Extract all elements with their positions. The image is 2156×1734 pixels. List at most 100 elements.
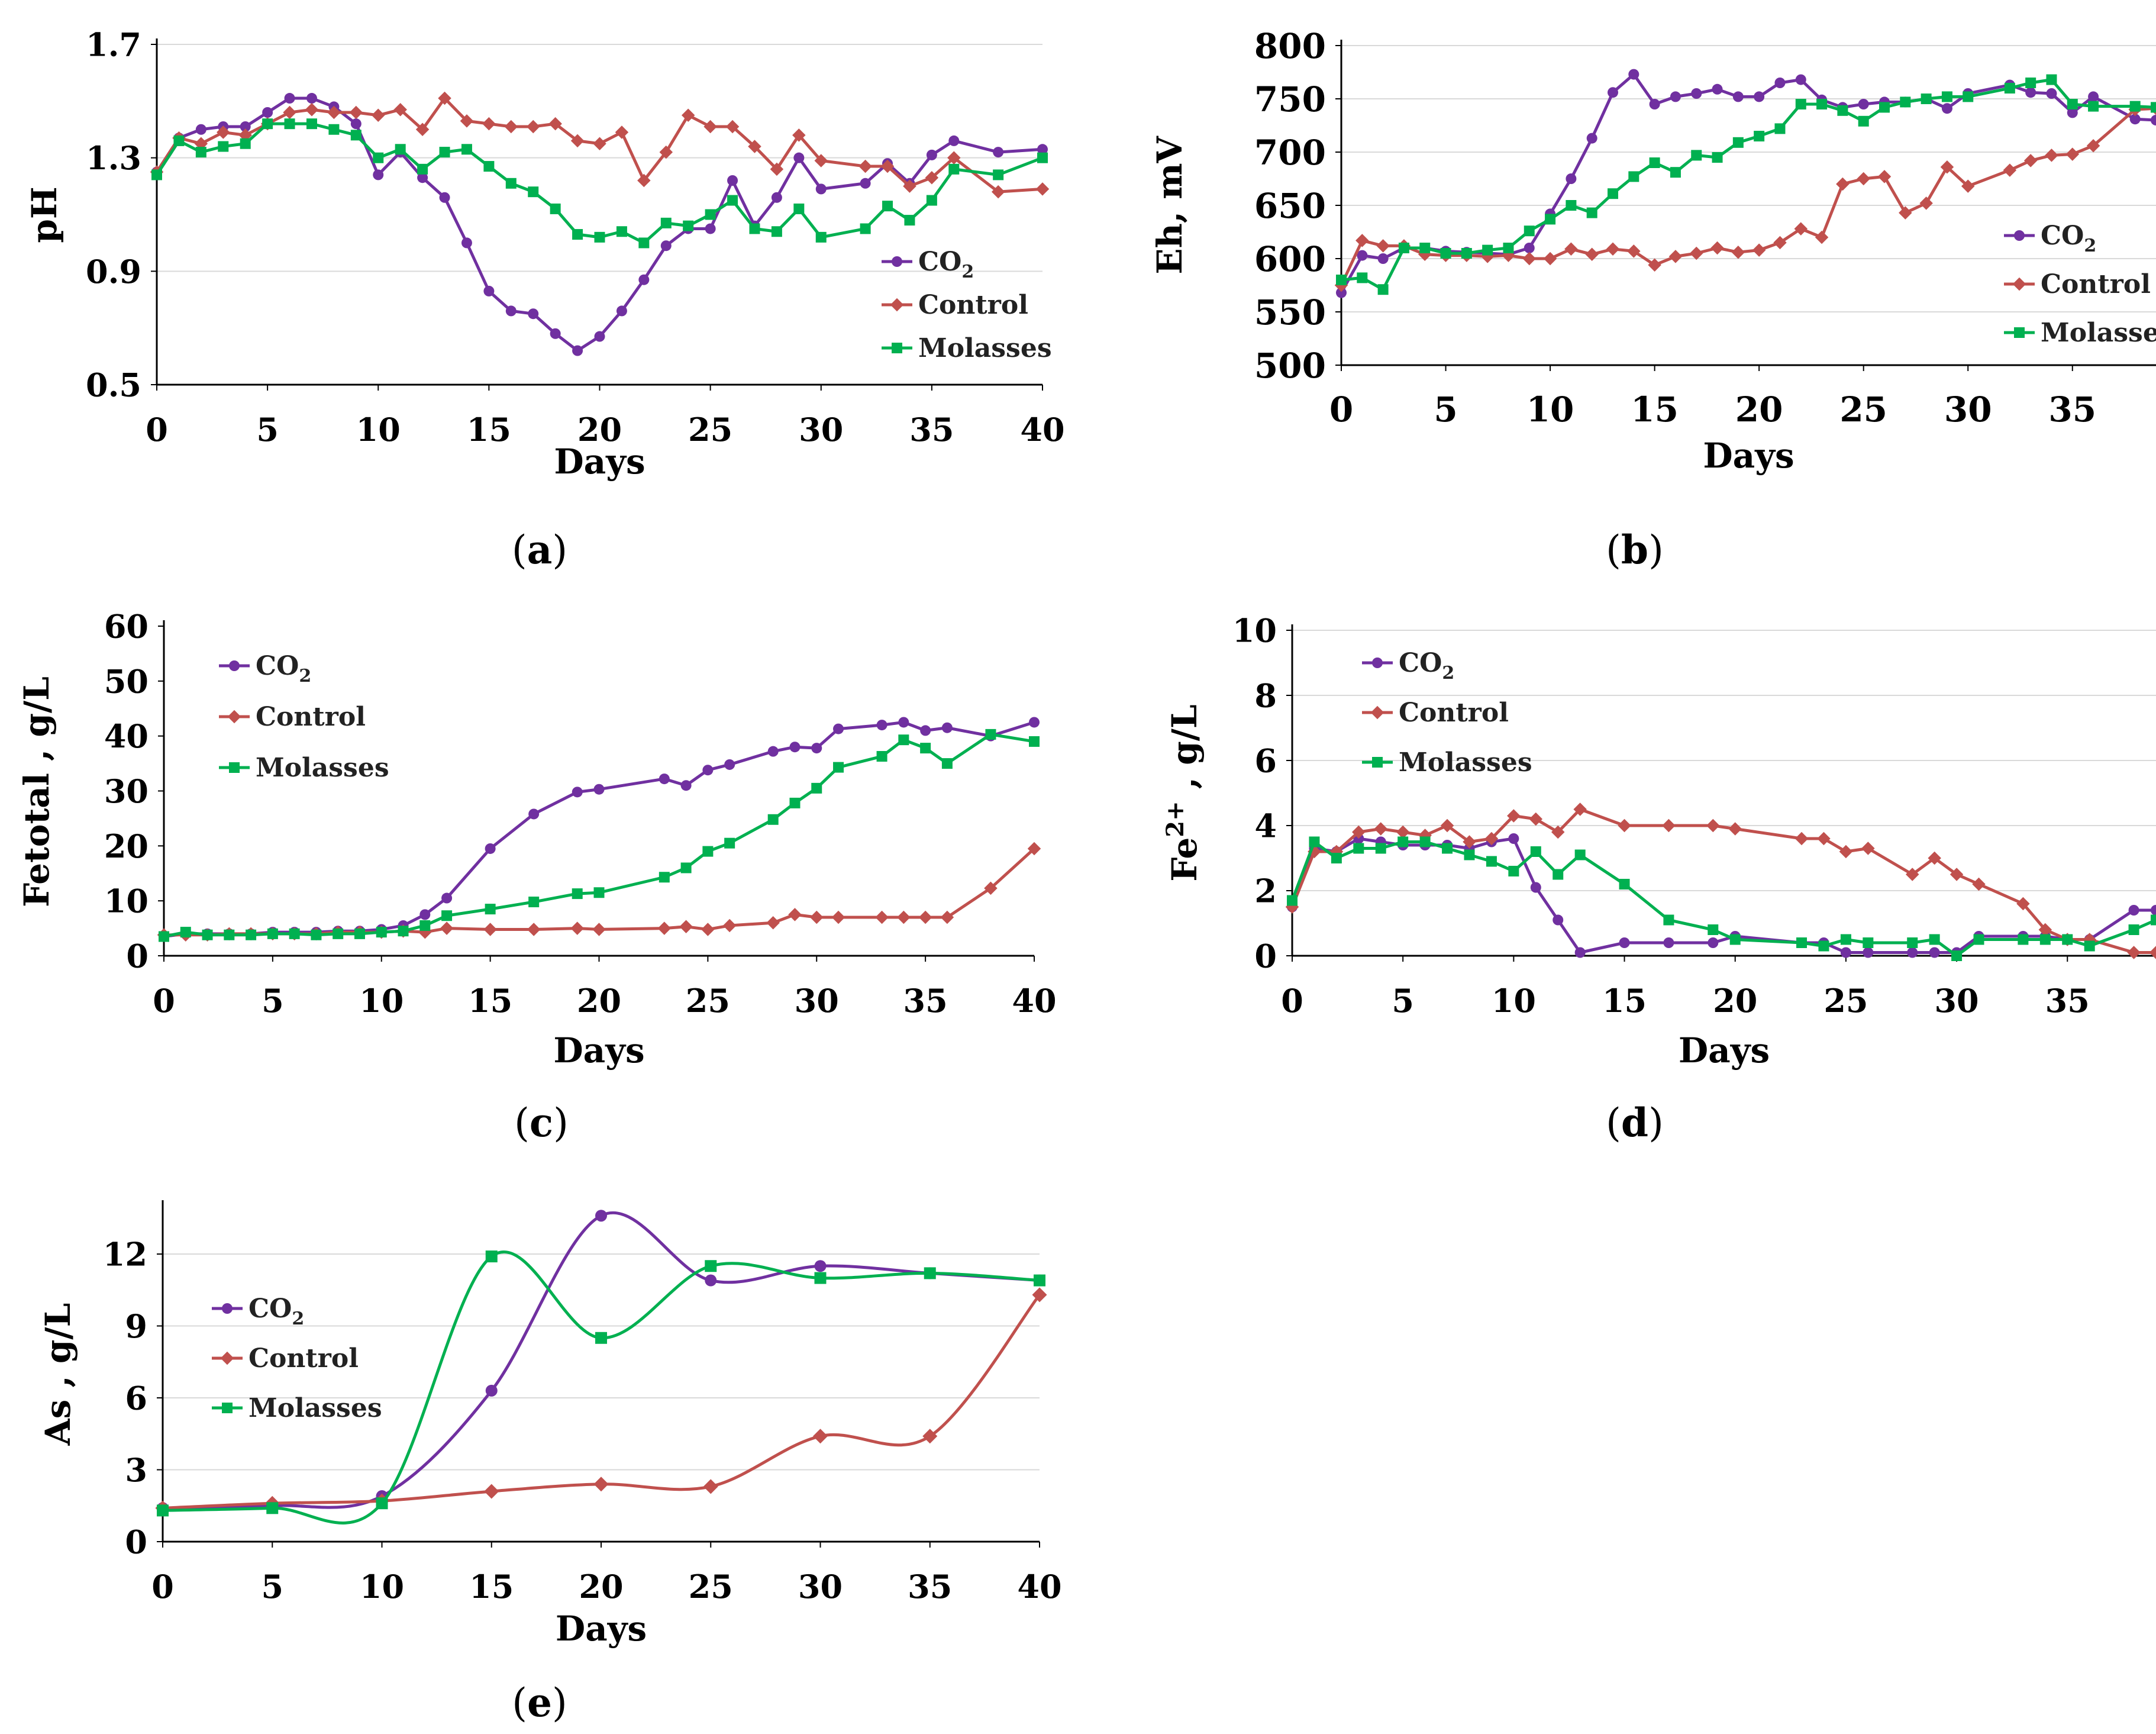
data-point-co2 [572,787,583,798]
data-point-control [679,920,693,934]
data-point-molasses [727,195,738,206]
y-tick-label: 20 [104,827,149,865]
data-point-control [2023,154,2038,167]
x-tick-label: 10 [359,982,404,1020]
x-tick-label: 30 [799,411,843,449]
chart-b: 500 550 600 650 700 750 800 0 5 10 15 20 25 30 35 Days E… [1150,26,2156,476]
data-point-co2 [1586,133,1597,144]
data-point-molasses [1287,895,1298,906]
data-point-control [659,145,673,159]
data-point-molasses [2018,934,2029,945]
data-point-co2 [2025,87,2036,98]
data-point-control [615,125,629,139]
data-point-molasses [1649,157,1660,168]
data-point-co2 [660,240,672,252]
x-tick-label: 40 [1020,411,1064,449]
data-point-molasses [680,862,692,874]
data-point-molasses [195,147,206,158]
data-point-control [1606,242,1620,256]
data-point-control [460,114,474,128]
data-point-molasses [350,130,362,141]
legend-marker-molasses [222,1403,233,1413]
legend-marker-co2 [229,660,240,671]
data-point-molasses [284,118,295,130]
data-point-molasses [1879,102,1890,113]
x-tick-label: 15 [1602,982,1647,1020]
data-point-molasses [1508,866,1519,876]
legend-marker-molasses [229,762,240,773]
plot-area [157,717,1041,942]
data-point-molasses [572,229,583,240]
data-point-molasses [485,1250,498,1263]
data-point-control [592,923,606,936]
y-axis-title: Fetotal , g/L [17,676,57,907]
legend-marker-molasses [1372,757,1383,768]
data-point-co2 [1929,947,1940,958]
data-point-molasses [1336,275,1347,285]
x-tick-label: 30 [798,1568,843,1606]
series-control [1285,802,2156,959]
series-co2 [1336,69,2156,298]
y-tick-label: 800 [1254,26,1326,66]
data-point-co2 [594,331,605,342]
data-point-molasses [860,223,871,234]
data-point-molasses [1461,248,1472,259]
data-point-co2 [461,237,472,249]
data-point-molasses [2025,78,2036,88]
data-point-co2 [876,720,887,731]
data-point-molasses [882,201,893,212]
data-point-molasses [1941,91,1952,102]
data-point-molasses [948,163,960,175]
chart-e: 0 3 6 9 12 0 5 10 15 20 25 30 35 40 Days As , g/L CO2 Con… [38,1200,1062,1649]
x-tick-label: 5 [1392,982,1414,1020]
data-point-control [701,923,715,936]
chart-d: 0 2 4 6 8 10 0 5 10 15 20 25 30 35 Days Fe2+ , g/L CO2 Co… [1161,611,2156,1071]
data-point-molasses [354,928,365,939]
series-line-co2 [162,1211,1040,1510]
data-point-molasses [1440,248,1451,259]
data-point-control [415,123,430,136]
data-point-molasses [1545,214,1556,225]
x-tick-label: 15 [1631,389,1679,430]
data-point-control [2086,138,2100,153]
x-tick-label: 35 [2045,982,2090,1020]
series-molasses [157,1250,1045,1524]
data-point-molasses [373,152,384,163]
data-point-molasses [417,163,428,175]
data-point-control [305,102,319,117]
data-point-control [1794,831,1809,846]
x-tick-label: 20 [577,982,621,1020]
data-point-molasses [771,226,782,237]
data-point-molasses [180,927,191,938]
data-point-co2 [1795,74,1806,85]
data-point-molasses [2151,102,2156,113]
data-point-control [1463,835,1476,849]
data-point-molasses [159,931,169,942]
data-point-control [349,105,363,120]
data-point-control [810,910,824,924]
data-point-molasses [1375,843,1386,854]
series-line-control [1290,808,2156,954]
data-point-molasses [1530,846,1541,857]
data-point-molasses [815,231,827,243]
data-point-co2 [505,305,517,317]
data-point-molasses [266,1502,279,1514]
data-point-molasses [1034,1274,1045,1287]
y-tick-label: 3 [125,1451,147,1489]
data-point-co2 [724,759,735,770]
data-point-molasses [1963,91,1974,102]
data-point-control [1950,868,1964,881]
data-point-control [1919,196,1933,210]
panel-label-a: (a) [511,527,568,573]
series-line-control [162,1294,1041,1510]
data-point-control [2038,923,2052,937]
data-point-co2 [2088,91,2099,102]
data-point-control [1355,234,1369,247]
data-point-control [570,921,584,935]
data-point-molasses [920,743,931,754]
data-point-control [1522,252,1537,266]
y-tick-label: 10 [1232,611,1277,649]
data-point-molasses [1331,853,1342,863]
data-point-co2 [993,147,1004,158]
data-point-co2 [1029,717,1040,728]
